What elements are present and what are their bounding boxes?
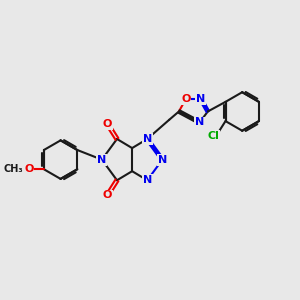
Text: CH₃: CH₃ [4,164,23,174]
Text: N: N [158,154,167,165]
Text: N: N [195,118,204,128]
Text: O: O [24,164,34,174]
Text: O: O [103,190,112,200]
Text: N: N [97,154,106,165]
Text: Cl: Cl [207,131,219,141]
Text: N: N [142,134,152,144]
Text: O: O [181,94,190,104]
Text: O: O [103,119,112,129]
Text: N: N [196,94,206,104]
Text: N: N [142,175,152,185]
